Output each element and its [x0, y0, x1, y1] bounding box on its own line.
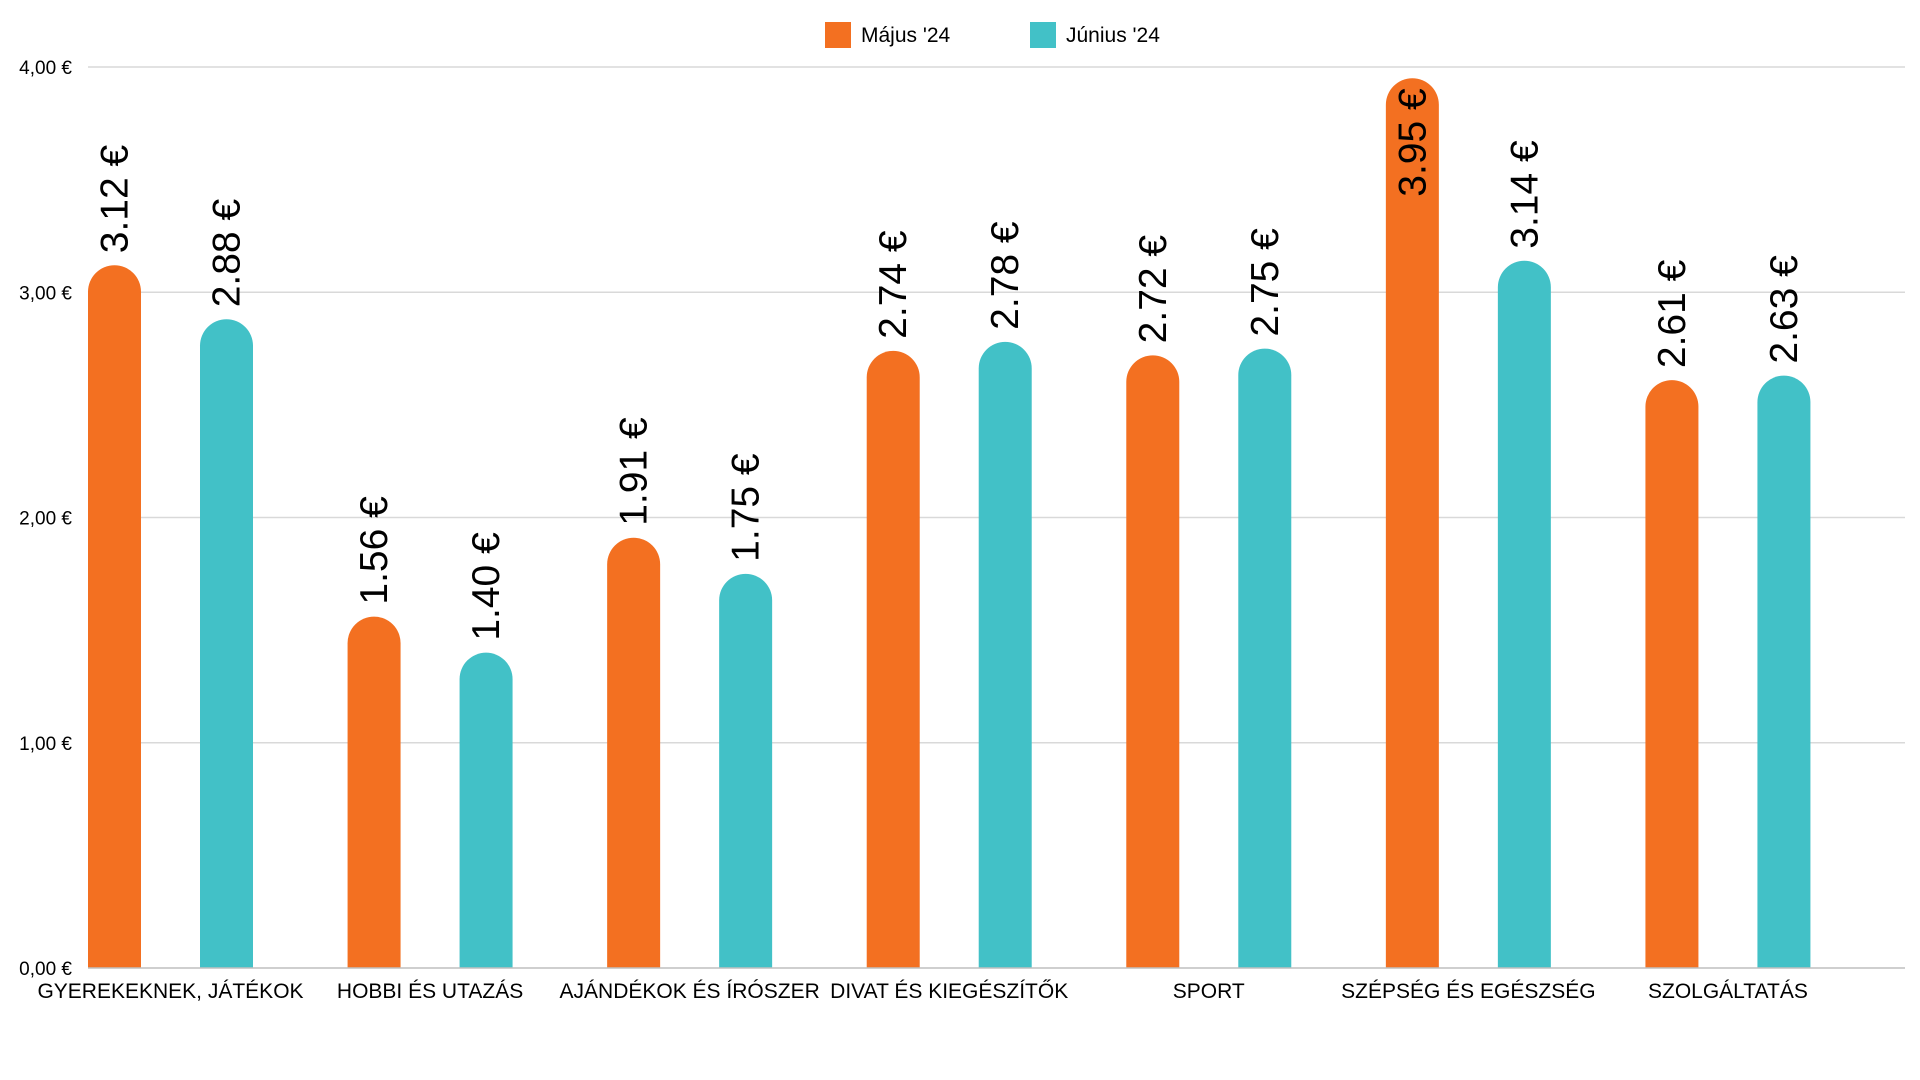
x-category-label: DIVAT ÉS KIEGÉSZÍTŐK — [830, 980, 1068, 1003]
bar-majus — [1645, 380, 1699, 968]
data-label: 2.88 € — [206, 199, 249, 308]
grid: 0,00 € 1,00 € 2,00 € 3,00 € 4,00 € — [19, 58, 1905, 980]
bar-majus — [866, 350, 920, 968]
bar-majus — [347, 616, 401, 968]
data-labels: 3.12 € 2.88 € 1.56 € 1.40 € 1.91 € 1.75 € 2.74… — [94, 88, 1806, 641]
data-label: 2.74 € — [872, 230, 915, 339]
legend-swatch — [1030, 22, 1056, 48]
x-category-label: SZOLGÁLTATÁS — [1648, 980, 1808, 1003]
bar-majus — [1126, 355, 1180, 968]
bar-junius — [978, 341, 1032, 968]
bar-majus — [88, 265, 141, 969]
data-label: 2.75 € — [1244, 228, 1287, 337]
x-category-label: SZÉPSÉG ÉS EGÉSZSÉG — [1341, 980, 1595, 1003]
bar-junius — [1497, 260, 1551, 969]
x-axis: GYEREKEKNEK, JÁTÉKOK HOBBI ÉS UTAZÁS AJÁND… — [37, 967, 1905, 1003]
data-label: 3.95 € — [1391, 88, 1434, 197]
data-label: 1.91 € — [613, 417, 656, 526]
y-tick-label: 3,00 € — [19, 283, 72, 304]
data-label: 1.75 € — [725, 453, 768, 562]
x-category-label: SPORT — [1173, 980, 1245, 1003]
legend-swatch — [825, 22, 851, 48]
legend-label: Június '24 — [1066, 24, 1160, 47]
bar-majus — [607, 537, 661, 968]
bar-junius — [459, 652, 513, 968]
y-tick-label: 4,00 € — [19, 58, 72, 79]
x-category-label: AJÁNDÉKOK ÉS ÍRÓSZER — [560, 980, 820, 1003]
y-tick-label: 2,00 € — [19, 509, 72, 530]
legend-item: Június '24 — [1030, 22, 1160, 48]
data-label: 2.78 € — [984, 221, 1027, 330]
data-label: 2.63 € — [1763, 255, 1806, 364]
bar-junius — [719, 573, 773, 968]
x-category-label: HOBBI ÉS UTAZÁS — [337, 980, 523, 1003]
data-label: 1.56 € — [353, 496, 396, 605]
bar-junius — [1757, 375, 1811, 968]
bar-majus — [1385, 78, 1439, 968]
bar-junius — [1238, 348, 1292, 968]
y-tick-label: 1,00 € — [19, 734, 72, 755]
legend: Május '24 Június '24 — [825, 22, 1160, 48]
bars — [88, 78, 1811, 969]
data-label: 1.40 € — [465, 532, 508, 641]
y-tick-label: 0,00 € — [19, 959, 72, 980]
legend-label: Május '24 — [861, 24, 951, 47]
data-label: 3.12 € — [94, 144, 137, 253]
x-category-label: GYEREKEKNEK, JÁTÉKOK — [37, 980, 303, 1003]
data-label: 2.72 € — [1132, 235, 1175, 344]
data-label: 2.61 € — [1651, 259, 1694, 368]
bar-junius — [200, 319, 253, 968]
legend-item: Május '24 — [825, 22, 951, 48]
data-label: 3.14 € — [1503, 140, 1546, 249]
